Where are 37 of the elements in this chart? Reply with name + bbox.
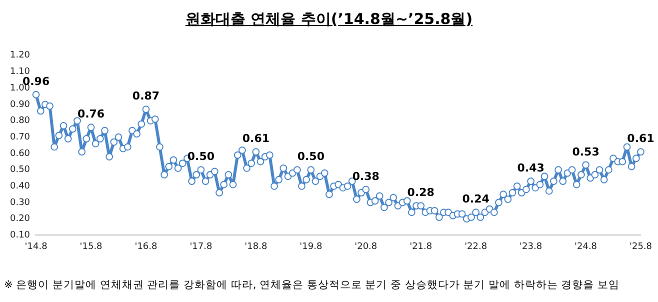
text: ※ 은행이 분기말에 연체채권 관리를 강화함에 따라, 연체율은 통상적으로 분기 중 상승했다가 분기 말에 하락하는 경향을 보임 — [4, 278, 621, 292]
y-tick-label: 0.70 — [10, 132, 30, 142]
x-tick-label: '21.8 — [410, 242, 432, 252]
data-label: 0.61 — [242, 132, 270, 146]
x-tick-label: '23.8 — [520, 242, 542, 252]
y-tick-label: 0.20 — [10, 214, 30, 224]
y-tick-label: 1.00 — [10, 83, 30, 94]
y-tick-label: 0.90 — [10, 100, 30, 110]
data-label: 0.50 — [187, 150, 215, 164]
y-tick-label: 0.80 — [10, 116, 30, 126]
data-label: 0.50 — [297, 150, 325, 164]
x-tick-label: '19.8 — [300, 242, 322, 252]
data-label: 0.76 — [77, 108, 105, 121]
data-label: 0.43 — [517, 162, 544, 175]
y-tick-label: 0.50 — [10, 165, 30, 176]
x-tick-label: '25.8 — [629, 242, 652, 252]
x-tick-label: '15.8 — [80, 242, 103, 252]
x-tick-label: '20.8 — [354, 242, 378, 252]
data-label: 0.24 — [462, 192, 490, 206]
x-tick-label: '22.8 — [464, 242, 488, 252]
x-tick-label: '17.8 — [190, 242, 212, 252]
y-tick-label: 1.20 — [10, 50, 30, 61]
data-label: 0.28 — [407, 186, 434, 200]
x-tick-label: '16.8 — [134, 242, 158, 252]
y-tick-label: 0.10 — [10, 230, 30, 241]
y-tick-label: 0.60 — [10, 148, 30, 159]
data-label: 0.53 — [572, 145, 600, 158]
data-label: 0.87 — [132, 90, 160, 103]
y-tick-label: 1.10 — [10, 67, 30, 78]
data-label: 0.61 — [627, 132, 654, 146]
x-tick-label: '14.8 — [24, 242, 48, 252]
y-tick-label: 0.30 — [10, 198, 30, 208]
x-tick-label: '24.8 — [574, 242, 598, 252]
x-tick-label: '18.8 — [244, 242, 268, 252]
chart-title: 원화대출 연체율 추이(’14.8월~’25.8월) — [184, 10, 474, 29]
data-label: 0.38 — [352, 170, 380, 183]
y-tick-label: 0.40 — [10, 182, 30, 192]
